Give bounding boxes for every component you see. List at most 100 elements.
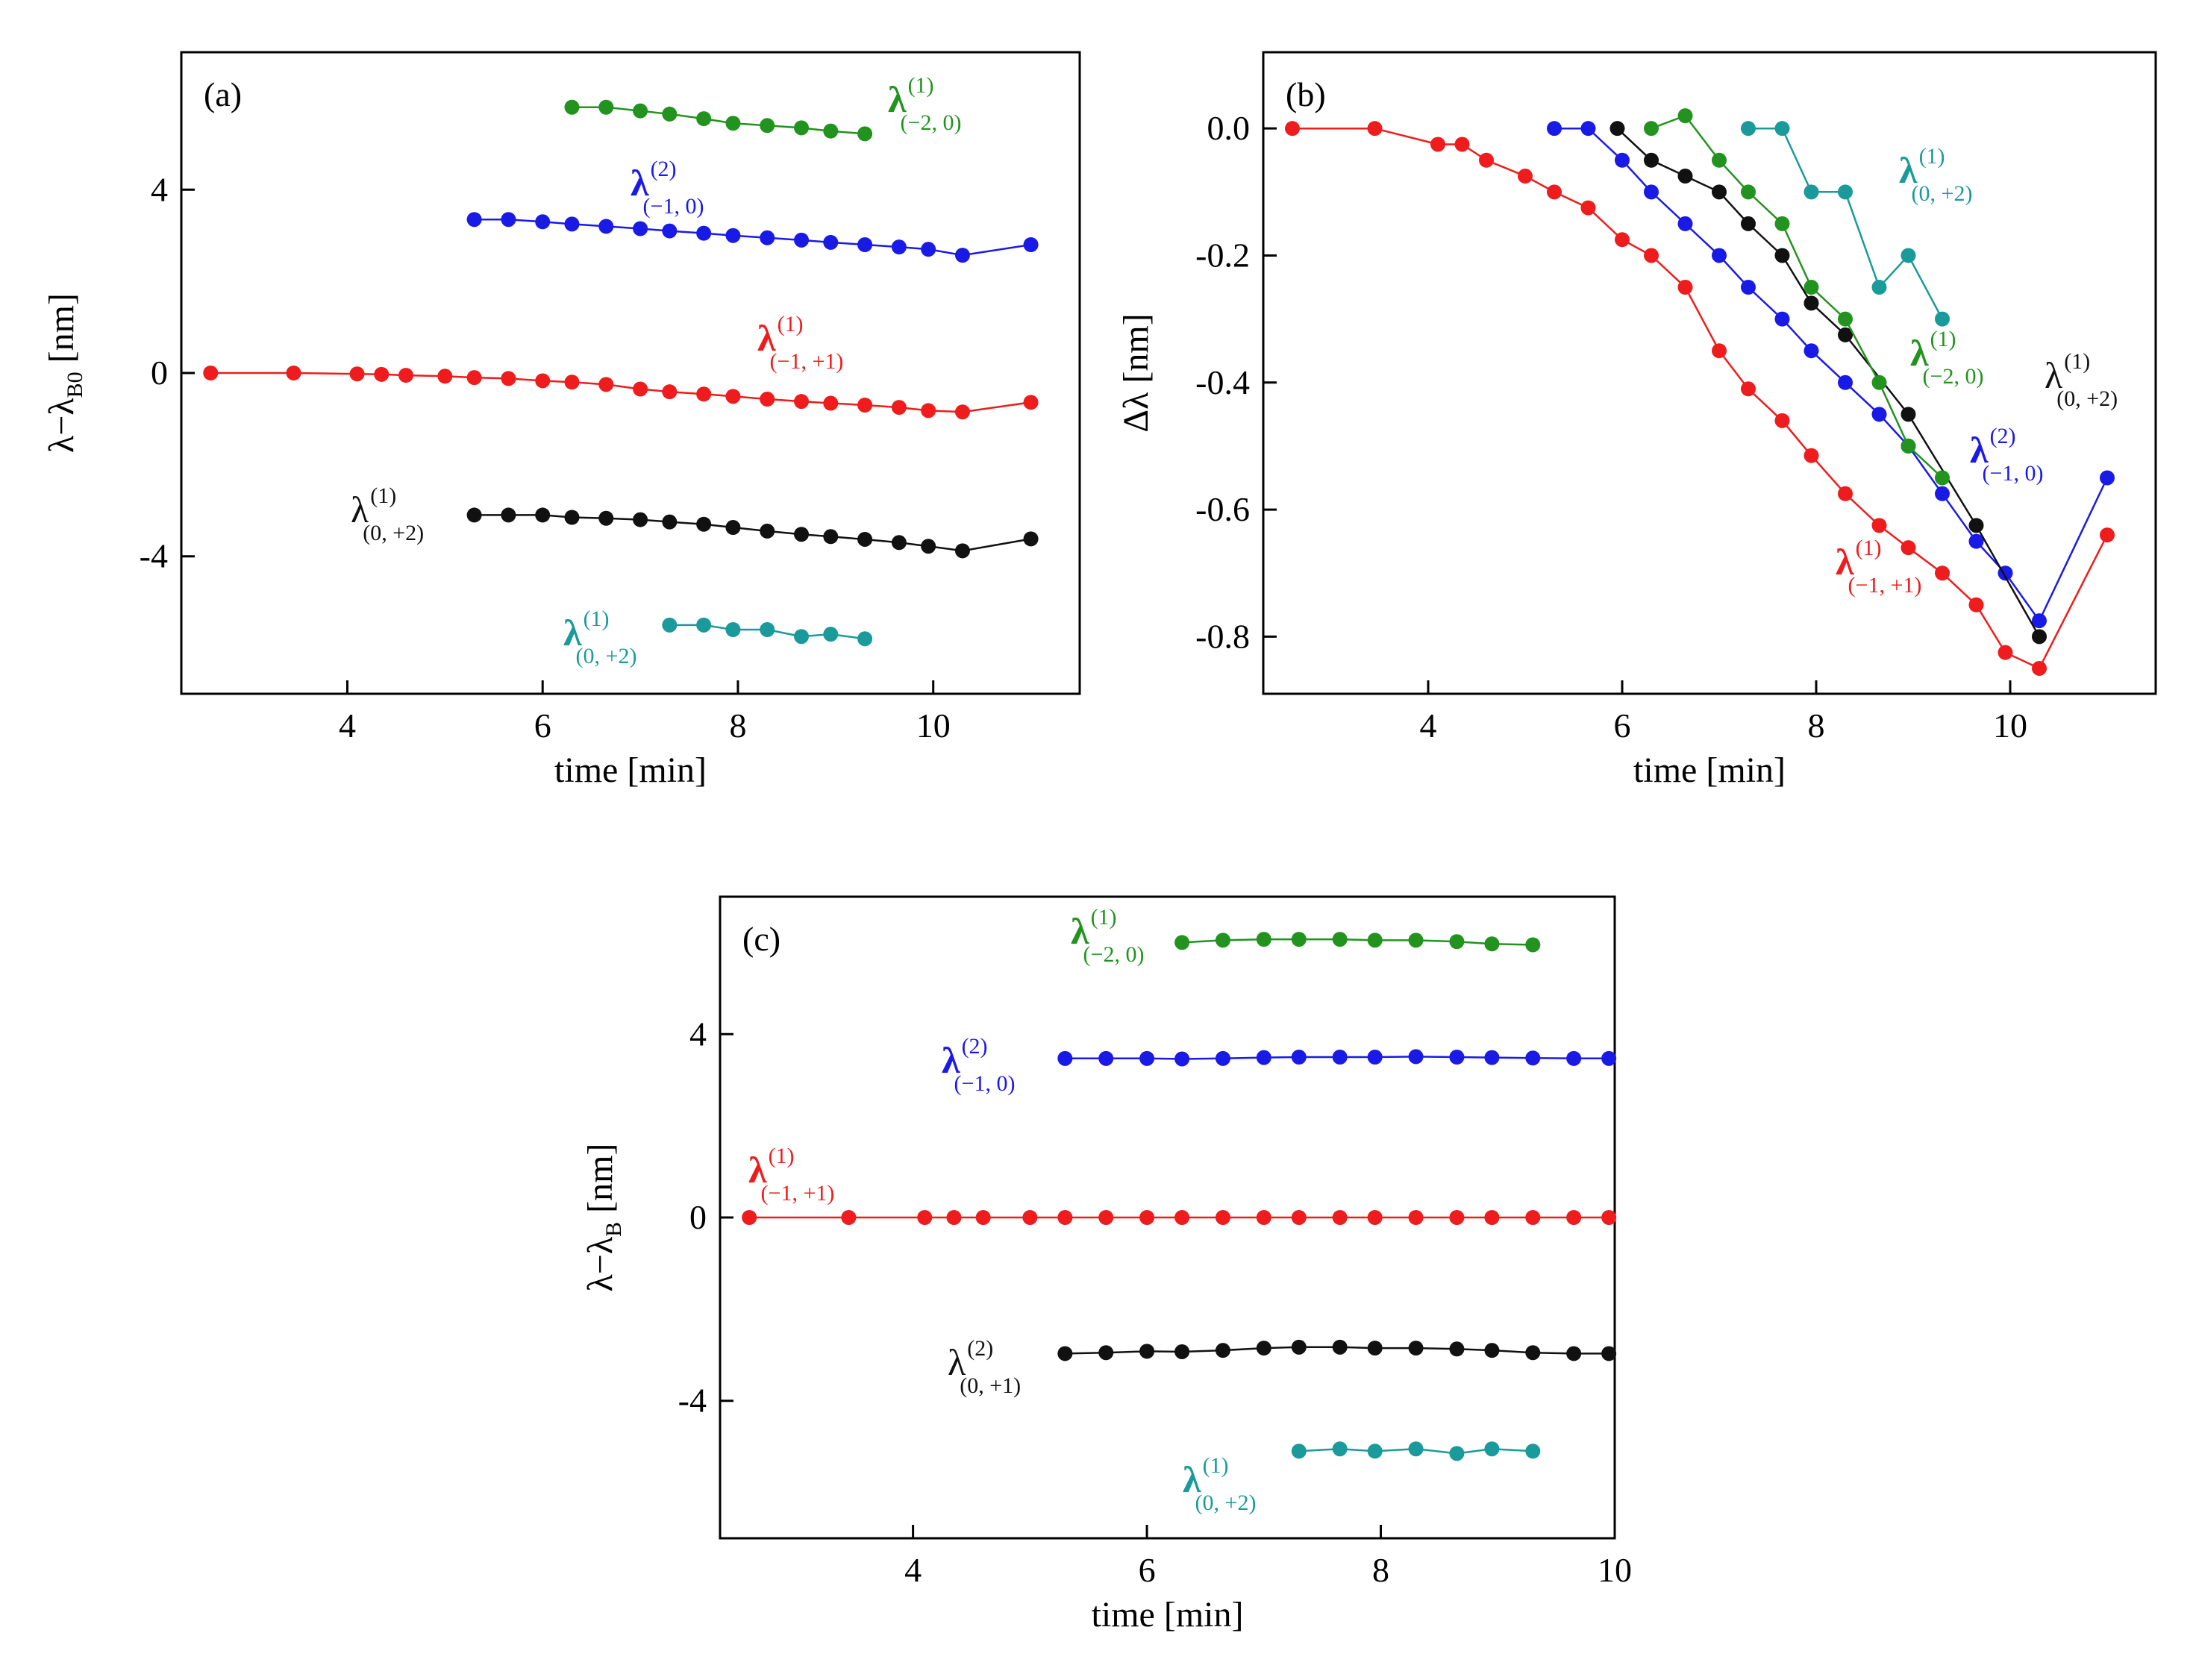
data-point (696, 386, 712, 402)
y-axis-title-sub: B0 (63, 372, 87, 398)
data-point (921, 403, 936, 419)
data-point (1547, 184, 1562, 200)
data-point (564, 510, 580, 525)
x-axis-title: time [min] (1092, 1595, 1244, 1634)
series-label-sub: (−1, 0) (643, 194, 704, 219)
series-label-base: λ (1899, 149, 1918, 191)
data-point (2100, 470, 2115, 486)
data-point (1644, 248, 1659, 263)
series-label: λ(1) (−2, 0) (888, 73, 961, 135)
data-point (1367, 121, 1383, 137)
data-point (1615, 232, 1630, 248)
series-4: λ(1) (0, +2) (1183, 1441, 1541, 1515)
data-point (2032, 660, 2047, 676)
x-tick-label: 8 (1808, 706, 1825, 745)
data-point (1901, 407, 1916, 422)
x-tick-label: 10 (916, 706, 951, 745)
data-point (891, 400, 907, 416)
data-point (1712, 248, 1727, 263)
y-tick-label: -0.2 (1195, 236, 1250, 274)
data-point (1968, 597, 1984, 612)
series-0: λ(1) (−2, 0) (564, 73, 961, 142)
data-point (1525, 937, 1541, 953)
y-tick-label: -4 (140, 537, 168, 575)
data-point (696, 111, 712, 127)
y-tick-label: -0.4 (1195, 363, 1250, 401)
data-point (1774, 413, 1790, 428)
x-tick-label: 8 (729, 706, 746, 745)
y-axis-title-unit: [nm] (42, 293, 81, 372)
data-point (1332, 1210, 1348, 1225)
series-label-base: λ (748, 1149, 767, 1191)
y-axis-title: λ−λB [nm] (581, 1144, 626, 1292)
data-point (437, 369, 453, 384)
data-point (1454, 137, 1470, 152)
y-axis-title: Δλ [nm] (1116, 313, 1156, 432)
data-point (1803, 343, 1819, 359)
data-point (1580, 121, 1596, 137)
data-point (823, 529, 839, 545)
data-point (857, 531, 873, 547)
data-point (598, 510, 614, 526)
series-label-base: λ (888, 78, 907, 120)
series-label: λ(1) (−2, 0) (1071, 905, 1144, 967)
series-label-sup: (1) (769, 1144, 795, 1168)
data-point (1057, 1050, 1073, 1066)
data-point (1566, 1050, 1582, 1066)
data-point (857, 126, 873, 142)
series-label-sub: (−1, +1) (761, 1181, 835, 1206)
data-point (1408, 1049, 1424, 1065)
data-point (374, 366, 390, 382)
series-4: λ(1) (0, +2) (1741, 121, 1972, 327)
data-point (1774, 311, 1790, 327)
plot-frame (1262, 51, 2157, 695)
data-point (2100, 527, 2115, 543)
series-label: λ(1) (0, +2) (1183, 1453, 1256, 1515)
data-point (823, 395, 839, 411)
data-point (1644, 121, 1659, 137)
series-3: λ(1) (0, +2) (351, 483, 1039, 559)
data-point (1484, 1210, 1500, 1225)
data-point (1449, 1050, 1465, 1065)
data-point (1057, 1210, 1073, 1225)
data-point (1367, 1444, 1383, 1459)
data-point (1525, 1444, 1541, 1459)
data-point (1901, 540, 1916, 556)
x-tick-label: 6 (534, 706, 551, 745)
data-point (1449, 1210, 1465, 1225)
data-point (1098, 1210, 1114, 1225)
series-label-base: λ (948, 1341, 966, 1383)
data-point (760, 230, 775, 245)
series-line (210, 372, 1031, 413)
y-tick-label: 0.0 (1207, 109, 1251, 147)
data-point (1449, 1341, 1465, 1357)
data-point (1449, 934, 1465, 950)
series-line (474, 218, 1031, 257)
data-point (794, 232, 810, 248)
series-label: λ(1) (0, +2) (563, 607, 636, 668)
series-line (572, 106, 866, 135)
series-label: λ(1) (−1, +1) (748, 1144, 834, 1206)
series-label-sub: (−1, +1) (770, 349, 844, 374)
series-2: λ(1) (0, +2) (1609, 121, 2118, 645)
data-point (857, 398, 873, 413)
panel-label: (b) (1286, 75, 1326, 113)
data-point (954, 248, 970, 263)
series-line (1554, 127, 2109, 623)
data-point (725, 116, 741, 131)
data-point (1601, 1050, 1617, 1066)
series-label: λ(1) (−1, +1) (1836, 536, 1921, 598)
data-point (1871, 518, 1887, 533)
data-point (1291, 932, 1307, 947)
series-1: λ(2) (−1, 0) (466, 157, 1039, 263)
data-point (286, 366, 301, 380)
data-point (1139, 1344, 1155, 1359)
data-point (1998, 645, 2013, 660)
data-point (1484, 1441, 1500, 1457)
data-point (1741, 184, 1756, 200)
data-point (1871, 374, 1887, 390)
data-point (1525, 1345, 1541, 1361)
y-tick-label: -4 (678, 1382, 707, 1420)
data-point (633, 381, 648, 397)
series-2: λ(1) (−1, +1) (203, 312, 1039, 420)
